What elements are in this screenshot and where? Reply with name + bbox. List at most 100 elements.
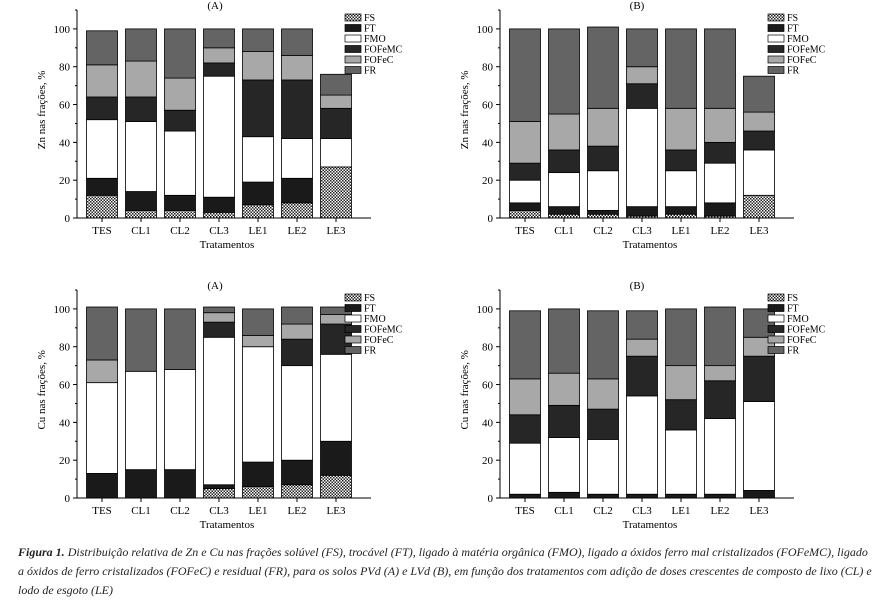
bar-fmo-le3 bbox=[320, 138, 352, 168]
bar-fofec-cl1 bbox=[125, 60, 157, 98]
y-tick-label: 100 bbox=[54, 24, 71, 36]
bar-fr-le2 bbox=[281, 28, 313, 56]
legend-label-fr: FR bbox=[364, 346, 377, 357]
x-axis-title: Tratamentos bbox=[200, 239, 255, 251]
legend-swatch-fmo bbox=[344, 34, 362, 43]
bar-fofec-tes bbox=[86, 359, 118, 384]
bar-fs-le1 bbox=[242, 204, 274, 219]
legend-swatch-fmo bbox=[767, 34, 785, 43]
legend-label-ft: FT bbox=[364, 24, 376, 35]
bar-ft-cl1 bbox=[548, 491, 580, 499]
bar-fmo-tes bbox=[509, 179, 541, 204]
legend-swatch-fofec bbox=[344, 335, 362, 344]
bar-fmo-cl2 bbox=[587, 170, 619, 211]
bar-ft-le1 bbox=[242, 181, 274, 206]
x-tick-label: LE1 bbox=[672, 505, 691, 517]
bar-ft-cl3 bbox=[626, 206, 658, 217]
legend-label-fs: FS bbox=[787, 293, 798, 304]
y-tick-label: 0 bbox=[65, 493, 71, 505]
bar-fofec-cl1 bbox=[548, 113, 580, 151]
bar-ft-le3 bbox=[743, 490, 775, 499]
x-tick-label: CL1 bbox=[554, 225, 574, 237]
legend-swatch-fmo bbox=[344, 314, 362, 323]
bar-fr-cl2 bbox=[587, 310, 619, 380]
y-tick-label: 40 bbox=[482, 417, 494, 429]
legend-label-fofemc: FOFeMC bbox=[364, 45, 403, 56]
bar-ft-cl1 bbox=[125, 469, 157, 499]
bar-fr-le1 bbox=[242, 28, 274, 52]
bar-ft-tes bbox=[86, 473, 118, 499]
legend-swatch-fofemc bbox=[344, 325, 362, 333]
bar-fs-cl2 bbox=[164, 210, 196, 219]
bar-fofemc-le2 bbox=[704, 141, 736, 164]
x-tick-label: LE1 bbox=[249, 505, 268, 517]
legend-label-fofemc: FOFeMC bbox=[787, 45, 826, 56]
legend-swatch-fr bbox=[344, 66, 362, 74]
bar-fofemc-le3 bbox=[320, 107, 352, 139]
bar-fr-le2 bbox=[704, 28, 736, 109]
bar-fr-cl3 bbox=[626, 28, 658, 68]
y-tick-label: 20 bbox=[482, 455, 494, 467]
bar-ft-cl1 bbox=[125, 191, 157, 211]
bar-fofec-le2 bbox=[704, 107, 736, 143]
bar-ft-cl1 bbox=[548, 206, 580, 215]
legend-label-fs: FS bbox=[787, 13, 798, 24]
y-tick-label: 80 bbox=[482, 342, 494, 354]
bar-fofemc-le1 bbox=[242, 79, 274, 138]
y-tick-label: 20 bbox=[59, 175, 71, 187]
chart-top-right: 0 20 40 60 80 100 TES CL1 CL2 CL3 LE1 LE2 LE3 Tratame… bbox=[459, 0, 826, 251]
bar-fr-le3 bbox=[743, 75, 775, 113]
bar-ft-cl3 bbox=[626, 493, 658, 499]
x-tick-label: CL2 bbox=[593, 505, 613, 517]
x-tick-label: CL3 bbox=[632, 225, 652, 237]
y-tick-label: 40 bbox=[59, 137, 71, 149]
legend-label-fmo: FMO bbox=[364, 34, 386, 45]
bar-fmo-cl3 bbox=[203, 75, 235, 198]
bar-fr-le3 bbox=[320, 73, 352, 96]
bar-fr-cl3 bbox=[203, 28, 235, 49]
bar-fofemc-cl1 bbox=[125, 96, 157, 122]
bar-fofec-cl1 bbox=[548, 372, 580, 406]
x-tick-label: LE1 bbox=[672, 225, 691, 237]
legend-swatch-fmo bbox=[767, 314, 785, 323]
legend-swatch-fs bbox=[767, 293, 785, 302]
legend-swatch-fofec bbox=[767, 335, 785, 344]
x-tick-label: CL1 bbox=[554, 505, 574, 517]
bar-fs-cl3 bbox=[203, 211, 235, 219]
y-tick-label: 0 bbox=[488, 213, 494, 225]
bar-fr-cl2 bbox=[587, 26, 619, 109]
bar-fofemc-le1 bbox=[665, 149, 697, 172]
legend-swatch-fofec bbox=[344, 55, 362, 64]
bar-fofemc-cl1 bbox=[548, 404, 580, 438]
bar-fofemc-tes bbox=[509, 414, 541, 444]
legend-swatch-fs bbox=[767, 13, 785, 22]
bar-ft-cl2 bbox=[164, 194, 196, 211]
x-tick-label: LE3 bbox=[327, 225, 346, 237]
bar-ft-tes bbox=[86, 177, 118, 196]
bar-fmo-le2 bbox=[281, 138, 313, 179]
bar-ft-tes bbox=[509, 202, 541, 211]
x-tick-label: LE2 bbox=[288, 225, 307, 237]
x-tick-label: TES bbox=[515, 505, 535, 517]
panel-title: (B) bbox=[630, 280, 645, 292]
y-tick-label: 20 bbox=[59, 455, 71, 467]
bar-fofec-tes bbox=[509, 378, 541, 416]
legend-swatch-ft bbox=[344, 304, 362, 312]
bar-fofemc-le3 bbox=[743, 130, 775, 151]
y-axis-title: Zn nas frações, % bbox=[459, 70, 471, 149]
chart-top-left: 0 20 40 60 80 100 TES CL1 CL2 CL3 LE1 LE2 LE3 Tratame… bbox=[36, 0, 403, 251]
bar-fofemc-cl3 bbox=[203, 321, 235, 338]
bar-fofec-le2 bbox=[281, 323, 313, 340]
bar-ft-tes bbox=[509, 493, 541, 499]
y-axis-title: Cu nas frações, % bbox=[36, 350, 48, 429]
bar-fmo-cl1 bbox=[125, 121, 157, 192]
legend-swatch-fofec bbox=[767, 55, 785, 64]
bar-fr-le1 bbox=[242, 308, 274, 336]
bar-fmo-le1 bbox=[242, 346, 274, 463]
bar-fofemc-le3 bbox=[743, 355, 775, 402]
bar-fs-le1 bbox=[665, 213, 697, 219]
y-tick-label: 40 bbox=[482, 137, 494, 149]
bar-fs-tes bbox=[509, 210, 541, 219]
bar-fofec-le3 bbox=[320, 94, 352, 109]
legend-label-fofec: FOFeC bbox=[787, 335, 817, 346]
